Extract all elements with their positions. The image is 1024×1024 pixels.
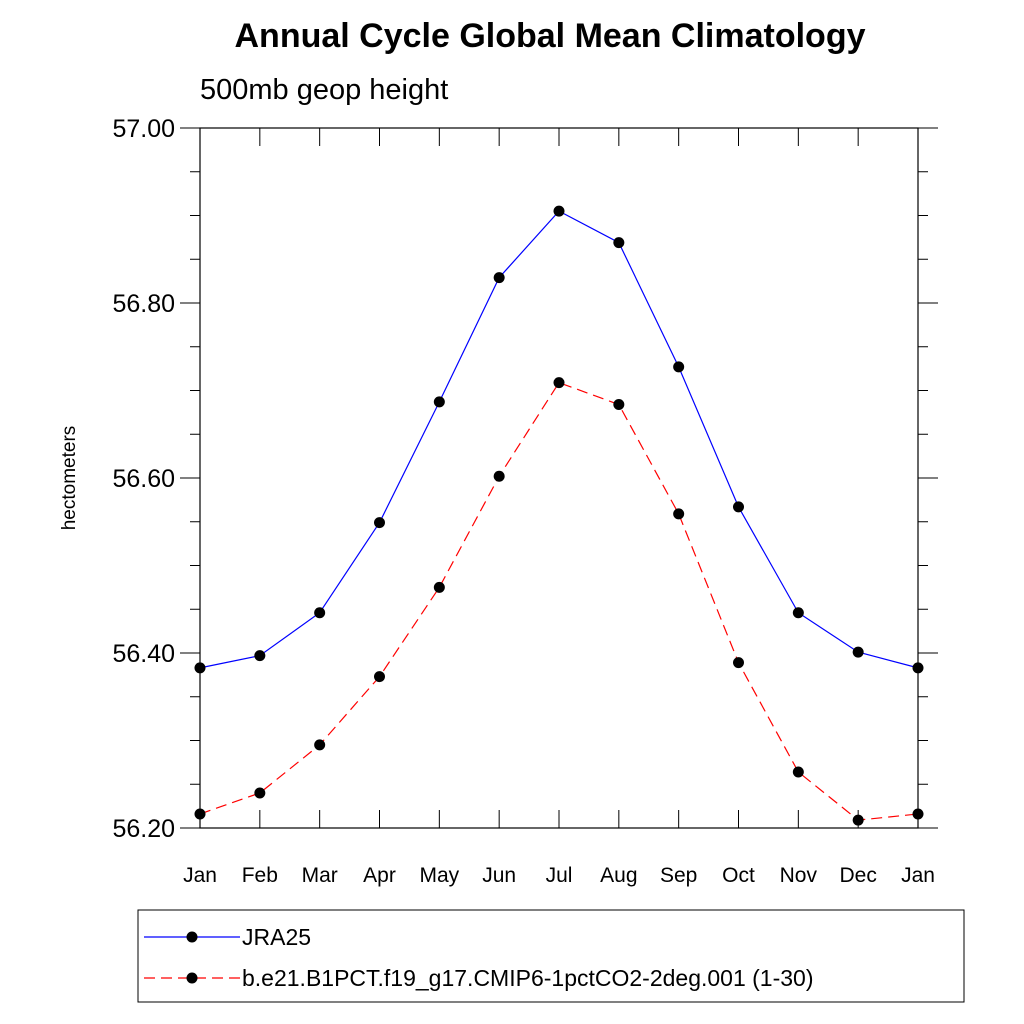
series-1-point xyxy=(733,657,744,669)
series-0-point xyxy=(613,237,625,249)
series-0-point xyxy=(673,361,685,373)
y-tick-label: 57.00 xyxy=(112,115,175,143)
x-tick-label: Jan xyxy=(183,864,217,887)
chart-title: Annual Cycle Global Mean Climatology xyxy=(235,17,866,55)
legend-box xyxy=(137,909,965,1003)
x-tick-labels: Jan Feb Mar Apr May Jun Jul Aug Sep Oct Nov Dec Jan xyxy=(183,864,935,887)
series-0-point xyxy=(493,272,505,284)
y-tick-label: 56.80 xyxy=(112,290,175,318)
series-1-point xyxy=(194,808,206,820)
x-tick-label: Jan xyxy=(901,864,935,887)
legend-marker-jra25 xyxy=(186,931,198,943)
legend-marker-model xyxy=(186,972,198,984)
series-1-point xyxy=(254,787,266,799)
axis-ticks xyxy=(180,127,938,829)
series-1-point xyxy=(433,581,445,593)
x-tick-label: Feb xyxy=(242,864,278,887)
legend-label-jra25: JRA25 xyxy=(242,924,311,950)
series-line-0 xyxy=(199,210,919,669)
series-1-point xyxy=(314,739,326,751)
x-tick-label: Dec xyxy=(839,864,876,887)
x-tick-label: Jun xyxy=(482,864,516,887)
x-tick-label: Mar xyxy=(302,864,338,887)
series-0-point xyxy=(254,650,266,662)
series-1-point xyxy=(374,671,385,683)
series-line-1 xyxy=(199,381,919,821)
series-1-point xyxy=(852,814,864,826)
legend: JRA25 b.e21.B1PCT.f19_g17.CMIP6-1pctCO2-… xyxy=(137,909,965,1003)
x-tick-label: Oct xyxy=(722,864,755,887)
x-tick-label: Nov xyxy=(780,864,818,887)
series-group xyxy=(194,205,924,826)
series-1-point xyxy=(493,470,505,482)
y-tick-label: 56.20 xyxy=(112,815,175,843)
series-0-point xyxy=(912,662,924,674)
series-0-point xyxy=(433,396,445,408)
x-tick-label: Jul xyxy=(546,864,573,887)
x-tick-label: Sep xyxy=(660,864,697,887)
series-1-point xyxy=(613,399,625,410)
y-tick-labels: 56.20 56.40 56.60 56.80 57.00 xyxy=(112,115,175,843)
series-0-point xyxy=(792,607,804,619)
y-tick-label: 56.40 xyxy=(112,640,175,668)
x-tick-label: Apr xyxy=(363,864,396,887)
plot-frame xyxy=(199,127,919,829)
series-0-point xyxy=(374,517,385,529)
series-0-point xyxy=(553,205,565,217)
series-1-point xyxy=(553,377,565,389)
series-1-point xyxy=(912,808,924,820)
series-0-point xyxy=(314,607,326,619)
series-0-point xyxy=(194,662,206,674)
series-0-point xyxy=(852,646,864,658)
legend-label-model: b.e21.B1PCT.f19_g17.CMIP6-1pctCO2-2deg.0… xyxy=(242,965,814,991)
series-0-point xyxy=(733,501,744,513)
x-tick-label: Aug xyxy=(600,864,637,887)
x-tick-label: May xyxy=(419,864,459,887)
chart-subtitle: 500mb geop height xyxy=(200,74,448,106)
series-1-point xyxy=(792,766,804,778)
y-axis-label: hectometers xyxy=(59,426,80,531)
y-tick-label: 56.60 xyxy=(112,465,175,493)
series-1-point xyxy=(673,508,685,520)
